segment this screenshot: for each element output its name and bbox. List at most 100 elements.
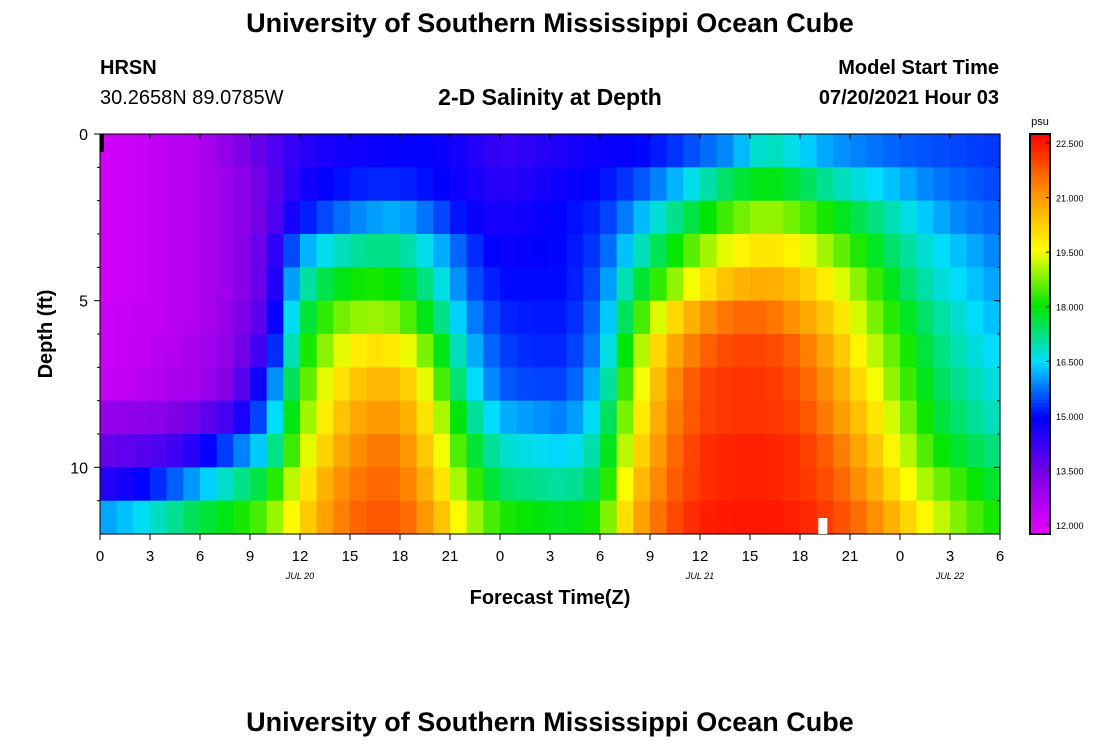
colorbar-tick-label: 22.500	[1056, 139, 1084, 149]
heatmap-cell	[516, 234, 534, 268]
heatmap-cell	[433, 500, 451, 535]
heatmap-cell	[716, 234, 734, 268]
heatmap-cell	[400, 134, 418, 168]
x-tick-label: 6	[996, 548, 1004, 565]
heatmap-cell	[850, 500, 868, 535]
heatmap-cell	[700, 434, 718, 468]
colorbar-segment	[1030, 366, 1050, 371]
heatmap-cell	[716, 367, 734, 402]
heatmap-cell	[933, 467, 951, 502]
heatmap-cell	[416, 500, 434, 535]
heatmap-cell	[333, 467, 351, 502]
y-tick-label: 10	[70, 460, 88, 477]
colorbar-segment	[1030, 184, 1050, 190]
heatmap-cell	[183, 267, 201, 302]
heatmap-cell	[616, 400, 634, 435]
heatmap-cell	[316, 267, 334, 302]
heatmap-cell	[233, 434, 251, 468]
heatmap-cell	[816, 300, 834, 335]
heatmap-cell	[683, 434, 701, 468]
heatmap-cell	[666, 367, 684, 402]
heatmap-cell	[550, 434, 568, 468]
heatmap-cell	[633, 300, 651, 335]
heatmap-cell	[650, 167, 668, 202]
heatmap-cell	[533, 134, 551, 168]
heatmap-cell	[983, 234, 1001, 268]
colorbar-segment	[1030, 494, 1050, 499]
heatmap-cell	[466, 234, 484, 268]
heatmap-cell	[633, 167, 651, 202]
colorbar-segment	[1030, 264, 1050, 270]
heatmap-cell	[333, 300, 351, 335]
colorbar-segment	[1030, 490, 1050, 495]
heatmap-cell	[100, 367, 118, 402]
heatmap-cell	[333, 367, 351, 402]
heatmap-cell	[783, 234, 801, 268]
heatmap-cell	[600, 234, 618, 268]
colorbar-segment	[1030, 414, 1050, 419]
heatmap-cell	[283, 167, 301, 202]
heatmap-cell	[350, 234, 368, 268]
heatmap-cell	[383, 300, 401, 335]
heatmap-cell	[366, 434, 384, 468]
colorbar-segment	[1030, 344, 1050, 350]
heatmap-cell	[500, 234, 518, 268]
heatmap-cell	[733, 167, 751, 202]
heatmap-cell	[183, 134, 201, 168]
heatmap-cell	[816, 234, 834, 268]
colorbar: 12.000 13.500 15.000 16.500 18.000 19.500 21.0…	[1029, 133, 1084, 535]
station-name: HRSN	[100, 57, 157, 79]
heatmap-cell	[250, 267, 268, 302]
heatmap-cell	[883, 234, 901, 268]
colorbar-segment	[1030, 177, 1050, 182]
heatmap-cell	[783, 400, 801, 435]
heatmap-cell	[816, 467, 834, 502]
station-coordinates: 30.2658N 89.0785W	[100, 87, 284, 109]
heatmap-cell	[133, 200, 151, 235]
heatmap-cell	[700, 467, 718, 502]
heatmap-cell	[816, 434, 834, 468]
heatmap-cell	[283, 200, 301, 235]
heatmap-cell	[833, 267, 851, 302]
heatmap-cell	[600, 134, 618, 168]
heatmap-cell	[883, 300, 901, 335]
heatmap-cell	[133, 300, 151, 335]
heatmap-cell	[900, 267, 918, 302]
heatmap-cell	[116, 334, 134, 368]
heatmap-cell	[583, 400, 601, 435]
heatmap-cell	[716, 434, 734, 468]
heatmap-cell	[916, 300, 934, 335]
heatmap-cell	[416, 367, 434, 402]
heatmap-cell	[866, 200, 884, 235]
heatmap-cell	[433, 200, 451, 235]
heatmap-cell	[500, 467, 518, 502]
colorbar-segment	[1030, 206, 1050, 211]
heatmap-cell	[800, 467, 818, 502]
heatmap-cell	[300, 467, 318, 502]
heatmap-cell	[250, 400, 268, 435]
heatmap-cell	[166, 134, 184, 168]
heatmap-cell	[650, 400, 668, 435]
heatmap-cell	[450, 200, 468, 235]
heatmap-cell	[866, 400, 884, 435]
heatmap-cell	[950, 300, 968, 335]
heatmap-cell	[950, 334, 968, 368]
heatmap-cell	[516, 267, 534, 302]
heatmap-cell	[116, 167, 134, 202]
heatmap-cell	[633, 434, 651, 468]
colorbar-segment	[1030, 326, 1050, 331]
heatmap-cell	[666, 500, 684, 535]
heatmap-cell	[400, 200, 418, 235]
heatmap-cell	[366, 267, 384, 302]
heatmap-cell	[183, 367, 201, 402]
heatmap-cell	[583, 267, 601, 302]
heatmap-cell	[433, 267, 451, 302]
heatmap-cell	[683, 467, 701, 502]
heatmap-cells	[100, 134, 1001, 535]
heatmap-cell	[350, 434, 368, 468]
heatmap-cell	[100, 234, 118, 268]
heatmap-cell	[183, 467, 201, 502]
heatmap-cell	[250, 334, 268, 368]
heatmap-cell	[733, 500, 751, 535]
heatmap-cell	[366, 400, 384, 435]
